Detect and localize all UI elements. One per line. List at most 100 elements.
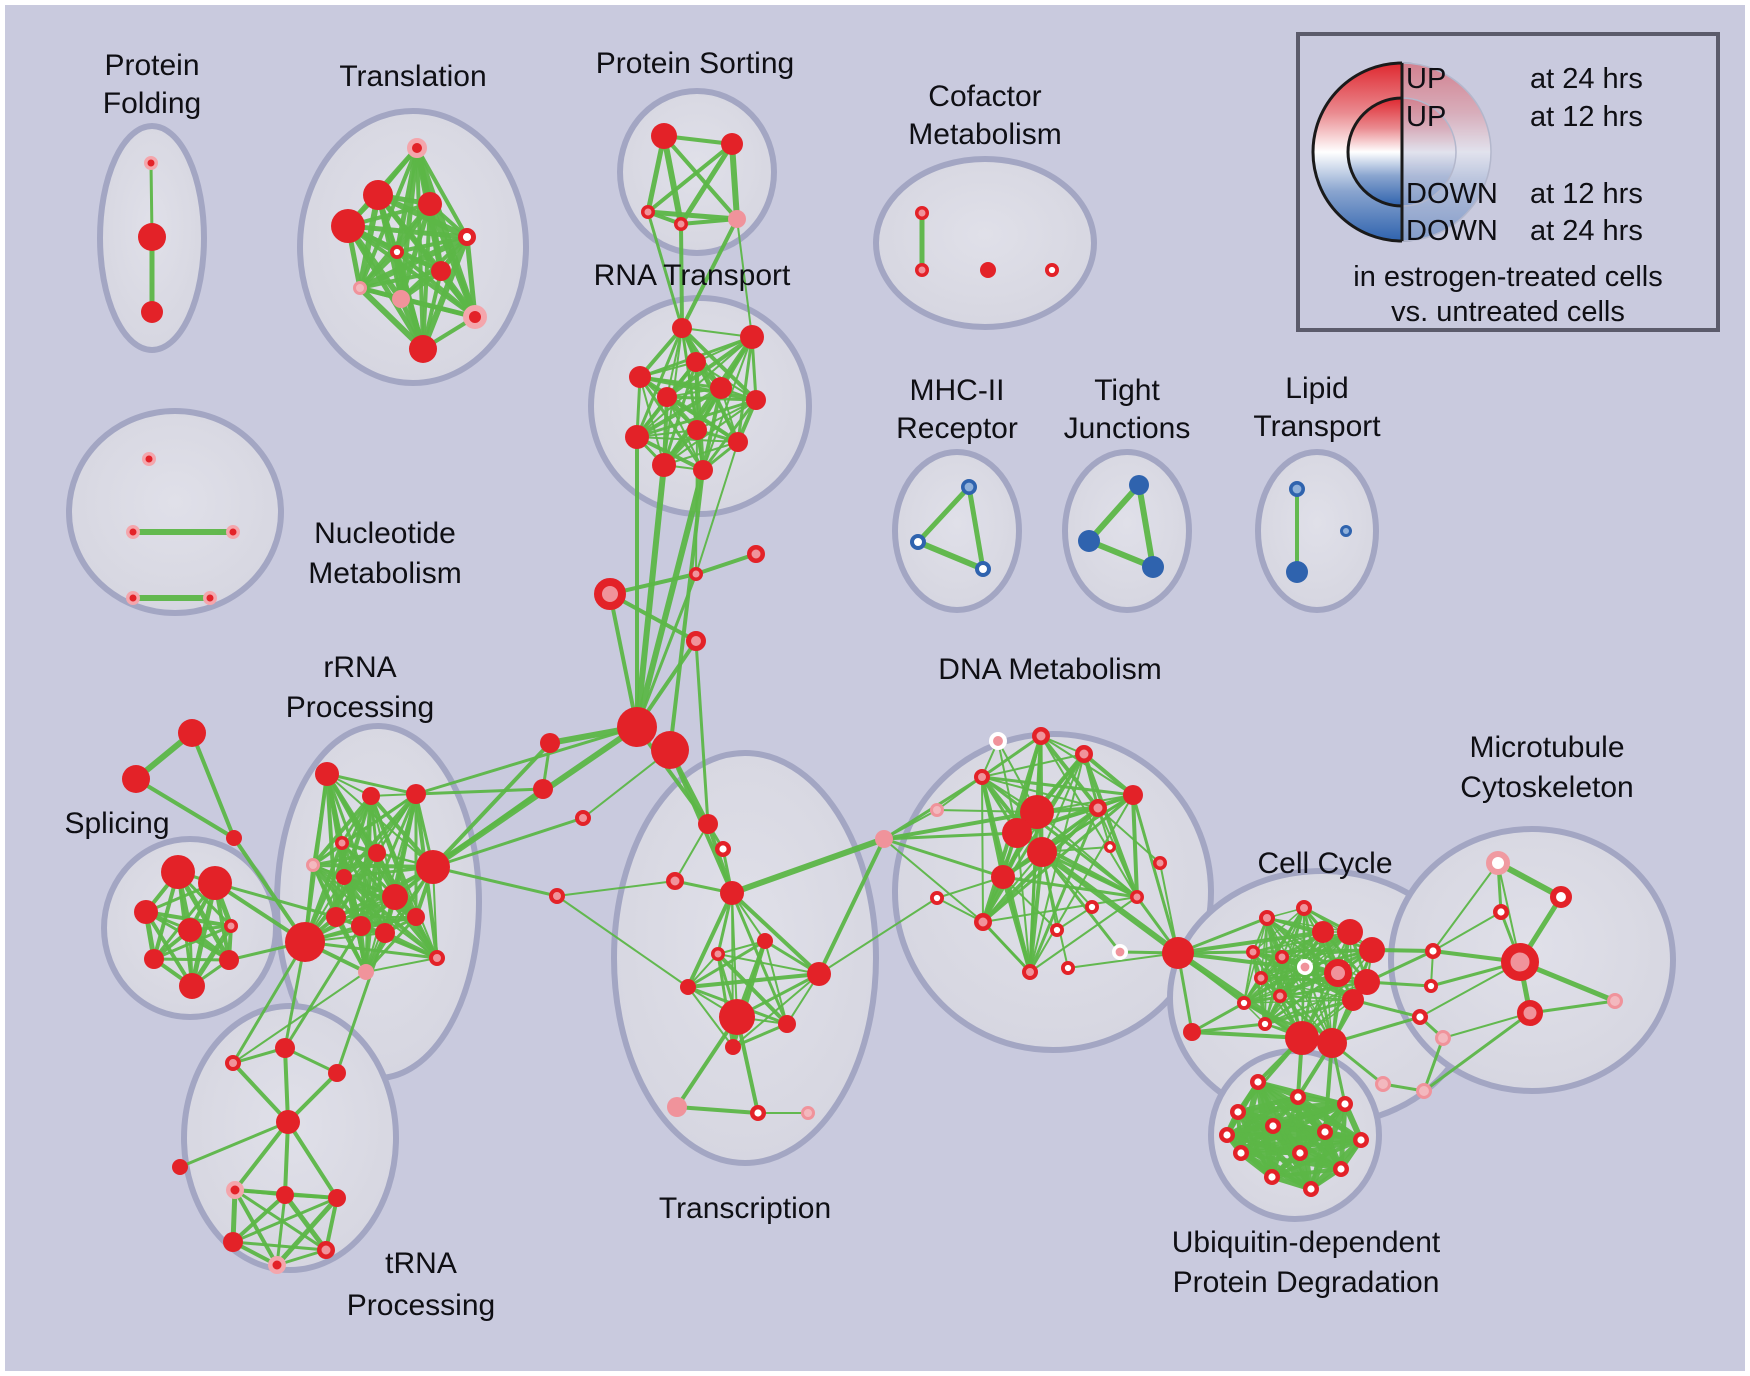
node-spt1[interactable]: [178, 719, 206, 747]
node-s7[interactable]: [219, 950, 239, 970]
node-cf3[interactable]: [980, 262, 996, 278]
node-pf3[interactable]: [141, 301, 163, 323]
node-tc11[interactable]: [725, 1039, 741, 1055]
node-nm4[interactable]: [126, 591, 140, 605]
node-cf4[interactable]: [1045, 262, 1060, 277]
node-cf1[interactable]: [915, 206, 929, 220]
node-s3[interactable]: [134, 900, 158, 924]
node-x1[interactable]: [540, 733, 560, 753]
node-dm12[interactable]: [1104, 841, 1117, 854]
node-rt7[interactable]: [746, 390, 766, 410]
node-tc3[interactable]: [666, 872, 684, 890]
node-dm4[interactable]: [974, 769, 990, 785]
node-pf1[interactable]: [144, 156, 158, 170]
node-cc12[interactable]: [1359, 937, 1385, 963]
node-rt3[interactable]: [686, 352, 706, 372]
node-tc4[interactable]: [720, 881, 744, 905]
node-u10[interactable]: [1302, 1180, 1319, 1197]
node-rr10[interactable]: [326, 907, 346, 927]
node-tj3[interactable]: [1142, 556, 1164, 578]
node-tr1[interactable]: [407, 138, 427, 158]
node-rt12[interactable]: [693, 460, 713, 480]
node-tn3[interactable]: [328, 1064, 346, 1082]
node-rr4[interactable]: [335, 836, 349, 850]
node-tc6[interactable]: [711, 947, 725, 961]
node-tn8[interactable]: [328, 1189, 346, 1207]
node-rr1[interactable]: [315, 762, 339, 786]
node-mt2[interactable]: [1550, 886, 1573, 909]
node-dm10[interactable]: [1089, 799, 1107, 817]
node-tc13[interactable]: [750, 1104, 767, 1121]
node-ps4[interactable]: [674, 217, 688, 231]
node-rr11[interactable]: [351, 916, 371, 936]
node-mh1[interactable]: [960, 478, 977, 495]
node-s4[interactable]: [178, 918, 202, 942]
node-tr4[interactable]: [418, 192, 442, 216]
node-cc11[interactable]: [1337, 919, 1363, 945]
node-rt8[interactable]: [687, 420, 707, 440]
node-cc14[interactable]: [1354, 969, 1380, 995]
node-dm11[interactable]: [1123, 785, 1143, 805]
node-u2[interactable]: [1264, 1117, 1281, 1134]
node-rr2[interactable]: [362, 787, 380, 805]
node-rr9[interactable]: [382, 884, 408, 910]
node-rt9[interactable]: [625, 425, 649, 449]
node-mt8[interactable]: [1607, 993, 1624, 1010]
node-cc22[interactable]: [1375, 1076, 1392, 1093]
node-tc7[interactable]: [680, 979, 696, 995]
node-lt1[interactable]: [1289, 480, 1306, 497]
node-tr2[interactable]: [363, 180, 393, 210]
node-tr5[interactable]: [458, 228, 477, 247]
node-dm3[interactable]: [1075, 745, 1093, 763]
node-nm5[interactable]: [203, 591, 217, 605]
node-cf2[interactable]: [915, 263, 929, 277]
node-cc9[interactable]: [1258, 1016, 1273, 1031]
node-x4[interactable]: [549, 888, 565, 904]
node-cc4[interactable]: [1275, 950, 1289, 964]
node-tr6[interactable]: [389, 245, 404, 260]
node-mt7[interactable]: [1517, 1000, 1543, 1026]
node-cc7[interactable]: [1273, 989, 1287, 1003]
node-dm7[interactable]: [1020, 795, 1054, 829]
node-x2[interactable]: [533, 779, 553, 799]
node-cc17[interactable]: [1317, 1028, 1347, 1058]
node-cc2[interactable]: [1296, 900, 1312, 916]
node-tr7[interactable]: [431, 261, 451, 281]
node-u3[interactable]: [1316, 1123, 1333, 1140]
node-dm2[interactable]: [1032, 727, 1050, 745]
node-dm20[interactable]: [1112, 943, 1129, 960]
node-mh2[interactable]: [910, 534, 926, 550]
node-tn2[interactable]: [275, 1038, 295, 1058]
node-dm21[interactable]: [1061, 960, 1076, 975]
node-spt2[interactable]: [122, 765, 150, 793]
node-cc15[interactable]: [1342, 989, 1364, 1011]
node-tr8[interactable]: [353, 281, 367, 295]
node-s8[interactable]: [179, 973, 205, 999]
node-tc5[interactable]: [757, 933, 773, 949]
node-rr15[interactable]: [429, 950, 445, 966]
node-tn10[interactable]: [317, 1241, 335, 1259]
node-tc12[interactable]: [667, 1097, 687, 1117]
node-rt1[interactable]: [672, 318, 692, 338]
node-tn5[interactable]: [172, 1159, 188, 1175]
node-tn6[interactable]: [226, 1181, 244, 1199]
node-c4[interactable]: [686, 631, 706, 651]
node-cc1[interactable]: [1259, 910, 1275, 926]
node-cc18[interactable]: [1424, 943, 1441, 960]
node-cc0[interactable]: [1183, 1023, 1201, 1041]
node-rt4[interactable]: [629, 366, 651, 388]
node-s1[interactable]: [161, 855, 195, 889]
node-rr12[interactable]: [375, 923, 395, 943]
node-cc19[interactable]: [1424, 978, 1439, 993]
node-cc10[interactable]: [1312, 921, 1334, 943]
node-dm18[interactable]: [1085, 899, 1100, 914]
node-tr11[interactable]: [409, 335, 437, 363]
node-spt3[interactable]: [226, 830, 242, 846]
node-dm8[interactable]: [1002, 818, 1032, 848]
node-rr3[interactable]: [406, 784, 426, 804]
node-dm9[interactable]: [1027, 837, 1057, 867]
node-rt10[interactable]: [728, 432, 748, 452]
node-dm17[interactable]: [1130, 890, 1144, 904]
node-tn1[interactable]: [225, 1055, 241, 1071]
node-u6[interactable]: [1291, 1144, 1308, 1161]
